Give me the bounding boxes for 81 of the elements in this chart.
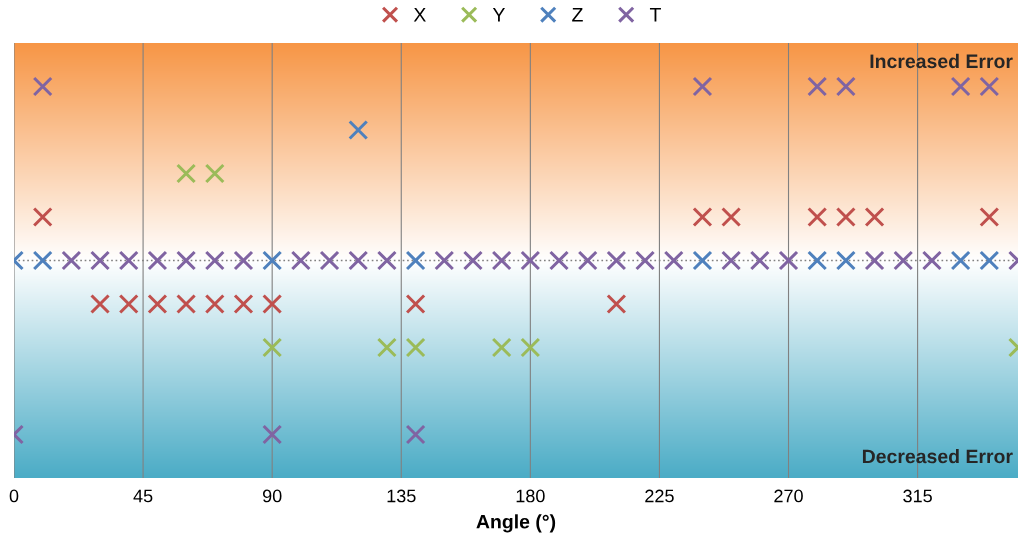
point [921,250,942,271]
point [462,250,484,271]
point [491,250,512,271]
point [204,293,225,315]
point [893,250,914,271]
point [749,250,770,271]
point [520,337,541,358]
point [147,293,168,315]
point [434,250,455,271]
point [262,250,283,271]
point [32,250,53,271]
x-tick-label: 180 [516,489,545,503]
point [90,250,111,271]
point [405,293,426,315]
point [548,250,570,271]
point [835,250,856,271]
x-tick-label: 135 [387,489,416,503]
point [692,76,713,97]
point [405,250,426,271]
x-tick-label: 315 [903,489,932,503]
point [491,337,512,358]
point [692,206,713,228]
point [118,250,139,271]
point [606,293,627,315]
point [835,206,856,228]
point [348,119,369,141]
point [864,206,885,228]
x-tick-label: 0 [9,489,19,503]
point [176,250,197,271]
point [721,250,742,271]
point [721,206,742,228]
point [262,337,283,358]
point [663,250,684,271]
point [319,250,340,271]
legend-label: Z [572,8,583,22]
point [90,293,111,315]
point [807,250,828,271]
text: Increased Error [870,53,1013,69]
legend-label: X [413,8,426,22]
point [577,250,598,271]
legend-label: Y [492,8,505,22]
point [807,76,828,97]
text: Decreased Error [862,449,1013,464]
point [204,163,225,184]
point [979,250,1000,271]
point [635,250,656,271]
point [807,206,828,228]
point [405,424,426,445]
x-tick-label: 270 [774,489,803,503]
point [32,206,53,228]
x-tick-label: 45 [133,489,153,503]
point [290,250,311,271]
point [204,250,225,271]
point [376,250,397,271]
point [147,250,168,271]
point [61,250,82,271]
point [405,337,426,358]
point [979,76,1000,97]
x-tick-label: 225 [645,489,674,503]
x-tick-label: 90 [262,489,282,503]
point [348,250,369,271]
point [520,250,541,271]
point [118,293,139,315]
point [950,76,971,97]
point [32,76,53,97]
x-axis-title: Angle (°) [476,514,556,533]
point [262,424,283,445]
point [176,293,197,315]
point [233,293,254,315]
point [864,250,885,271]
point [376,337,397,358]
point [950,250,971,271]
point [835,76,856,97]
point [606,250,627,271]
point [262,293,283,315]
point [778,250,799,271]
point [176,163,197,184]
legend-label: T [649,8,661,22]
point [979,206,1000,228]
point [692,250,713,271]
point [233,250,254,271]
